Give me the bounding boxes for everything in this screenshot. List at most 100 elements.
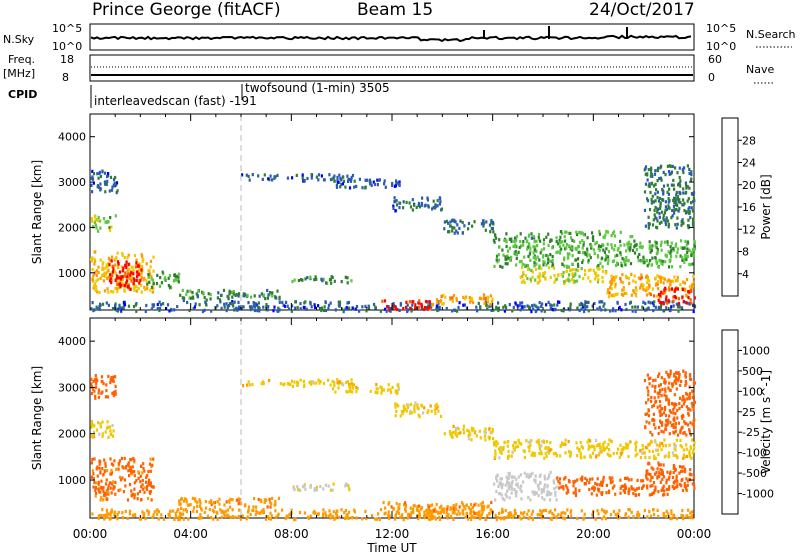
data-cell <box>567 265 571 269</box>
data-cell <box>605 491 608 495</box>
data-cell <box>667 512 670 516</box>
data-cell <box>526 267 530 271</box>
data-cell <box>335 511 338 516</box>
data-cell <box>561 262 564 267</box>
data-cell <box>652 218 655 222</box>
colorbar-tick-label: -100 <box>742 447 767 460</box>
data-cell <box>619 491 622 495</box>
data-cell <box>423 307 426 312</box>
data-cell <box>535 304 538 308</box>
data-cell <box>559 235 562 239</box>
data-cell <box>660 261 663 265</box>
data-cell <box>400 409 403 414</box>
data-cell <box>620 292 623 297</box>
data-cell <box>637 486 640 490</box>
data-cell <box>265 498 268 502</box>
data-cell <box>480 222 483 226</box>
data-cell <box>263 173 266 177</box>
data-cell <box>275 296 278 300</box>
data-cell <box>659 306 662 310</box>
data-cell <box>262 381 265 385</box>
data-cell <box>157 510 160 514</box>
data-cell <box>657 463 661 467</box>
data-cell <box>116 264 119 268</box>
data-cell <box>93 250 96 254</box>
data-cell <box>264 297 267 301</box>
data-cell <box>309 382 313 386</box>
data-cell <box>160 281 163 285</box>
data-cell <box>688 449 691 453</box>
data-cell <box>299 378 302 382</box>
data-cell <box>610 274 613 278</box>
data-cell <box>607 442 610 447</box>
data-cell <box>336 378 339 382</box>
data-cell <box>629 440 632 444</box>
data-cell <box>601 276 604 280</box>
data-cell <box>451 299 454 303</box>
data-cell <box>437 511 440 515</box>
data-cell <box>536 255 539 259</box>
data-cell <box>268 516 271 520</box>
data-cell <box>580 267 583 271</box>
data-cell <box>586 236 589 240</box>
data-cell <box>355 390 358 394</box>
data-cell <box>454 429 457 433</box>
data-cell <box>588 481 591 485</box>
data-cell <box>526 247 529 251</box>
data-cell <box>193 305 196 309</box>
data-cell <box>568 308 571 312</box>
data-cell <box>684 486 688 490</box>
data-cell <box>674 479 677 483</box>
data-cell <box>116 290 119 294</box>
data-cell <box>115 181 119 185</box>
data-cell <box>111 377 115 381</box>
data-cell <box>543 485 546 489</box>
data-cell <box>662 430 665 434</box>
data-cell <box>413 504 416 508</box>
data-cell <box>536 483 539 487</box>
data-cell <box>498 238 501 242</box>
data-cell <box>112 390 115 395</box>
data-cell <box>133 474 136 478</box>
data-cell <box>464 515 467 519</box>
data-cell <box>688 301 691 306</box>
data-cell <box>593 448 596 452</box>
data-cell <box>667 402 670 406</box>
data-cell <box>486 296 489 300</box>
data-cell <box>690 456 693 460</box>
data-cell <box>99 219 102 223</box>
data-cell <box>104 493 107 497</box>
data-cell <box>136 497 139 501</box>
data-cell <box>687 290 690 294</box>
data-cell <box>455 434 459 438</box>
data-cell <box>603 250 606 254</box>
data-cell <box>584 272 587 276</box>
data-cell <box>466 428 469 433</box>
data-cell <box>379 508 383 512</box>
data-cell <box>480 508 483 512</box>
data-cell <box>547 243 550 247</box>
data-cell <box>155 282 159 286</box>
data-cell <box>546 254 550 258</box>
data-cell <box>151 290 154 294</box>
data-cell <box>489 230 492 234</box>
data-cell <box>344 275 347 279</box>
data-cell <box>546 490 549 494</box>
data-cell <box>686 277 689 282</box>
data-cell <box>494 452 497 456</box>
data-cell <box>547 232 550 236</box>
data-cell <box>268 497 271 501</box>
data-cell <box>598 451 601 455</box>
data-cell <box>432 205 435 210</box>
data-cell <box>593 251 596 256</box>
data-cell <box>482 221 486 226</box>
data-cell <box>625 476 628 480</box>
data-cell <box>690 170 693 174</box>
colorbar-tick-label: 25 <box>742 406 756 419</box>
data-cell <box>560 247 563 251</box>
data-cell <box>523 281 526 285</box>
data-cell <box>683 246 686 250</box>
data-cell <box>676 222 679 226</box>
data-cell <box>498 492 501 496</box>
data-cell <box>423 204 426 208</box>
